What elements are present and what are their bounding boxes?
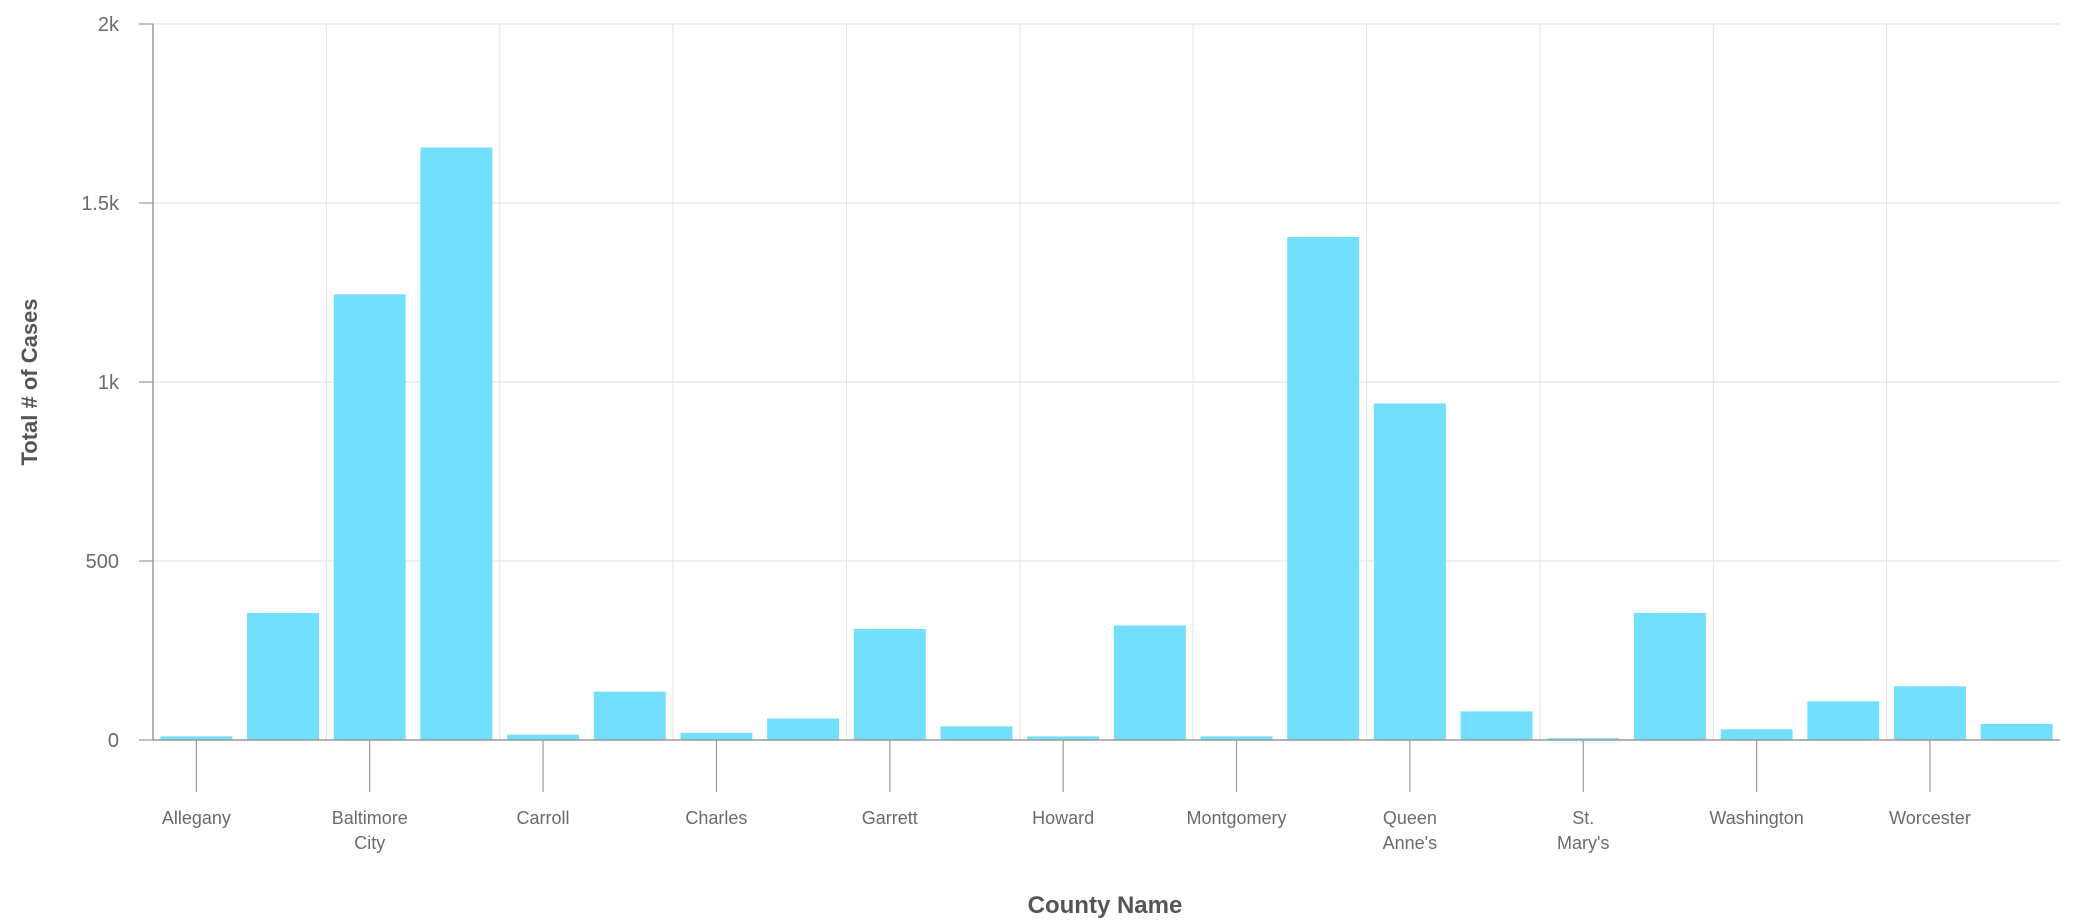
bar[interactable] <box>1720 729 1793 740</box>
bar[interactable] <box>1287 237 1360 740</box>
y-tick-label: 500 <box>86 551 119 573</box>
y-tick-label: 1k <box>98 372 120 394</box>
bar[interactable] <box>420 147 493 740</box>
y-tick-labels: 0 500 1k 1.5k 2k <box>81 14 120 752</box>
x-tick-label: Allegany <box>162 808 231 828</box>
bar[interactable] <box>940 726 1013 740</box>
bar[interactable] <box>333 294 406 740</box>
x-tick-label: Worcester <box>1889 808 1971 828</box>
bar[interactable] <box>1547 738 1620 740</box>
bar[interactable] <box>1980 723 2053 740</box>
y-tick-label: 2k <box>98 14 120 36</box>
x-tick-label: Anne's <box>1383 833 1437 853</box>
x-tick-label: Carroll <box>517 808 570 828</box>
y-tick-label: 1.5k <box>81 193 120 215</box>
x-tick-label: Montgomery <box>1186 808 1286 828</box>
x-tick-label: Howard <box>1032 808 1094 828</box>
bar[interactable] <box>507 734 580 740</box>
x-tick-label: Queen <box>1383 808 1437 828</box>
y-axis-title: Total # of Cases <box>17 298 42 465</box>
bar[interactable] <box>1373 403 1446 740</box>
x-tick-label: Mary's <box>1557 833 1609 853</box>
x-tick-label: City <box>354 833 385 853</box>
bar[interactable] <box>1113 625 1186 740</box>
x-tick-label: Baltimore <box>332 808 408 828</box>
x-axis-title: County Name <box>1028 892 1183 919</box>
bar[interactable] <box>1807 701 1880 740</box>
x-tick-labels: Allegany Baltimore City Carroll Charles Garre… <box>162 808 1971 853</box>
x-tick-label: Charles <box>685 808 747 828</box>
bar[interactable] <box>1200 736 1273 740</box>
bars <box>160 147 2053 740</box>
bar[interactable] <box>767 718 840 740</box>
x-tick-label: Washington <box>1709 808 1803 828</box>
bar[interactable] <box>853 629 926 740</box>
axes <box>139 23 2060 792</box>
bar[interactable] <box>1633 612 1706 740</box>
bar[interactable] <box>247 612 319 740</box>
x-tick-label: St. <box>1572 808 1594 828</box>
bar[interactable] <box>680 732 753 740</box>
bar[interactable] <box>160 736 233 740</box>
bar[interactable] <box>1460 711 1533 740</box>
y-tick-label: 0 <box>108 730 119 752</box>
bar[interactable] <box>1027 736 1100 740</box>
bar[interactable] <box>1894 686 1966 740</box>
x-tick-label: Garrett <box>862 808 918 828</box>
bar[interactable] <box>593 691 666 740</box>
